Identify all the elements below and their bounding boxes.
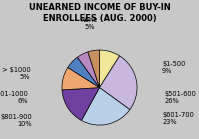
Wedge shape [62,88,100,121]
Title: UNEARNED INCOME OF BUY-IN
ENROLLEES (AUG. 2000): UNEARNED INCOME OF BUY-IN ENROLLEES (AUG… [29,3,170,23]
Wedge shape [68,57,100,88]
Wedge shape [62,67,100,90]
Text: > $1000
5%: > $1000 5% [2,67,30,80]
Text: $801-900
10%: $801-900 10% [0,114,32,127]
Wedge shape [81,88,130,125]
Wedge shape [88,50,100,88]
Text: None
5%: None 5% [81,17,98,30]
Text: $601-700
23%: $601-700 23% [162,112,194,125]
Wedge shape [77,52,100,88]
Wedge shape [100,50,120,88]
Text: $1-500
9%: $1-500 9% [162,61,185,74]
Text: $901-1000
6%: $901-1000 6% [0,91,28,104]
Wedge shape [100,56,137,110]
Text: $501-600
26%: $501-600 26% [165,91,196,104]
